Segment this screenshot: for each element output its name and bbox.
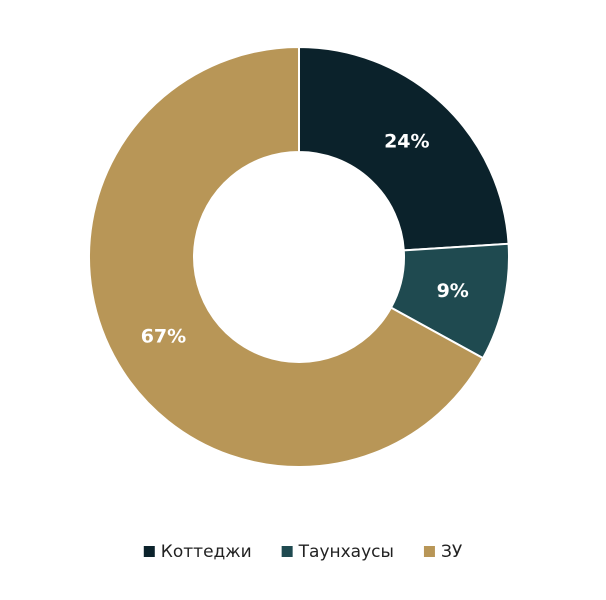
legend-label: Таунхаусы — [298, 542, 394, 562]
data-label: 9% — [437, 280, 469, 302]
legend-marker — [423, 546, 435, 557]
donut-slice — [298, 45, 510, 252]
legend: Коттеджи Таунхаусы ЗУ — [143, 542, 463, 562]
legend-marker — [143, 546, 155, 557]
data-label: 24% — [384, 131, 429, 153]
legend-label: Коттеджи — [161, 542, 252, 562]
data-label: 67% — [141, 326, 186, 348]
legend-marker — [281, 546, 293, 557]
donut-slice — [88, 45, 485, 468]
legend-label: ЗУ — [441, 542, 463, 562]
